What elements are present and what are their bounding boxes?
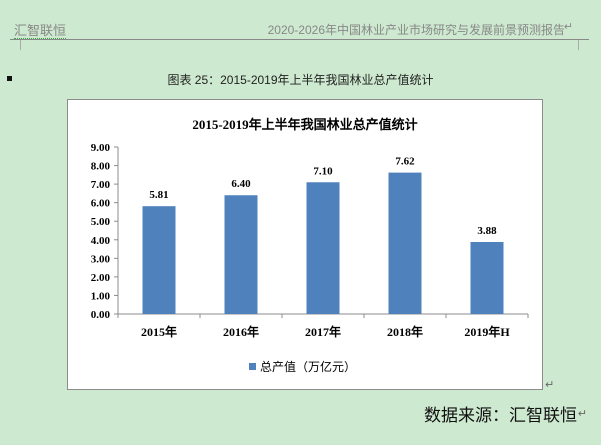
bar [388,172,422,314]
margin-corner-left [10,40,21,50]
bar [470,242,504,314]
bar [224,195,258,314]
x-tick-label: 2015年 [141,324,177,339]
y-tick-label: 6.00 [91,198,111,210]
header-rule [10,39,589,40]
data-source: 数据来源：汇智联恒 [424,406,577,425]
bar-chart: 2015-2019年上半年我国林业总产值统计 0.00 1.00 2.00 3.00 4.… [91,117,529,374]
header-paragraph-mark: ↵ [563,21,573,33]
figure-caption: 图表 25：2015-2019年上半年我国林业总产值统计 [167,73,434,87]
data-label: 6.40 [231,178,251,190]
chart-paragraph-mark: ↵ [545,379,555,391]
margin-corner-right [578,40,589,50]
legend-label: 总产值（万亿元） [260,359,356,374]
source-paragraph-mark: ↵ [577,408,587,420]
x-tick-label: 2017年 [305,324,341,339]
y-tick-label: 8.00 [91,161,111,173]
data-label: 7.10 [313,165,333,177]
y-tick-label: 5.00 [91,216,111,228]
y-tick-label: 7.00 [91,179,111,191]
y-tick-label: 1.00 [91,290,111,302]
legend-swatch [249,363,256,370]
x-tick-label: 2016年 [223,324,259,339]
y-tick-label: 3.00 [91,253,111,265]
x-tick-label: 2019年H [464,324,510,339]
x-tick-label: 2018年 [387,324,423,339]
data-label: 3.88 [477,225,497,237]
y-tick-label: 2.00 [91,272,111,284]
header-report-title: 2020-2026年中国林业产业市场研究与发展前景预测报告 [267,23,565,37]
header-company: 汇智联恒 [14,23,67,39]
y-tick-label: 9.00 [91,142,111,154]
y-tick-label: 4.00 [91,235,111,247]
bar [306,182,340,314]
y-tick-label: 0.00 [91,309,111,321]
chart-frame: 2015-2019年上半年我国林业总产值统计 0.00 1.00 2.00 3.00 4.… [67,99,543,390]
data-label: 7.62 [395,156,415,168]
paragraph-bullet [7,76,12,81]
data-label: 5.81 [149,189,168,201]
bar [142,206,176,314]
chart-title: 2015-2019年上半年我国林业总产值统计 [192,117,417,132]
